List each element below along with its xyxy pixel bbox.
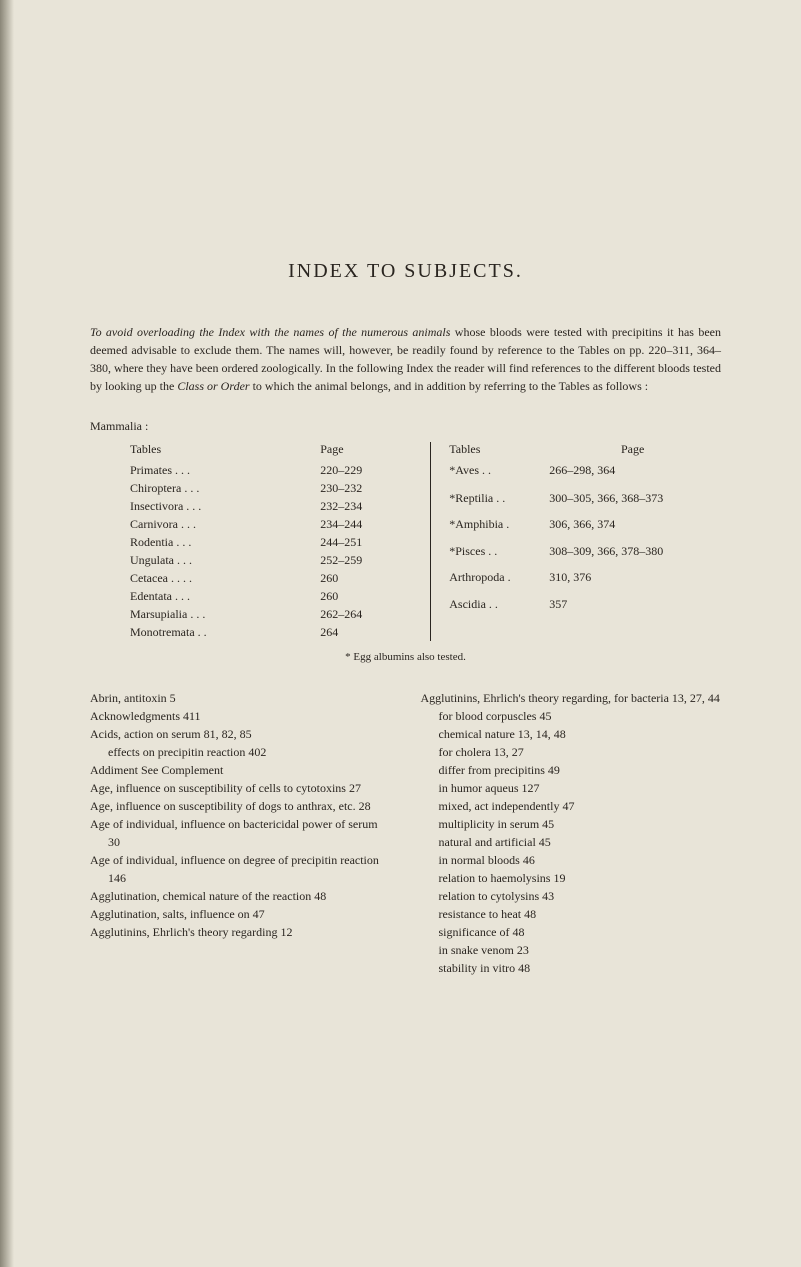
page-content: INDEX TO SUBJECTS. To avoid overloading …	[0, 0, 801, 1037]
index-entry: Age, influence on susceptibility of cell…	[90, 779, 391, 797]
index-entry: stability in vitro 48	[421, 959, 722, 977]
table-row: *Pisces . .308–309, 366, 378–380	[449, 538, 721, 564]
table-row: Carnivora . . .234–244	[130, 515, 420, 533]
row-page: 220–229	[320, 461, 420, 479]
index-column-left: Abrin, antitoxin 5Acknowledgments 411Aci…	[90, 689, 391, 977]
row-page: 262–264	[320, 605, 420, 623]
index-entry: Acids, action on serum 81, 82, 85	[90, 725, 391, 743]
left-table: Tables Page Primates . . .220–229Chiropt…	[90, 442, 420, 641]
index-entry: Agglutinins, Ehrlich's theory regarding …	[90, 923, 391, 941]
right-table-body: *Aves . .266–298, 364*Reptilia . .300–30…	[449, 461, 721, 617]
index-columns: Abrin, antitoxin 5Acknowledgments 411Aci…	[90, 689, 721, 977]
row-page: 230–232	[320, 479, 420, 497]
right-header-tables: Tables	[449, 442, 621, 457]
table-row: Insectivora . . .232–234	[130, 497, 420, 515]
row-page: 252–259	[320, 551, 420, 569]
row-label: Marsupialia . . .	[130, 605, 320, 623]
index-entry: Age, influence on susceptibility of dogs…	[90, 797, 391, 815]
table-row: Marsupialia . . .262–264	[130, 605, 420, 623]
index-entry: relation to haemolysins 19	[421, 869, 722, 887]
index-entry: mixed, act independently 47	[421, 797, 722, 815]
row-label: *Amphibia .	[449, 511, 549, 537]
row-page: 260	[320, 587, 420, 605]
index-entry: natural and artificial 45	[421, 833, 722, 851]
mammalia-heading: Mammalia :	[90, 419, 721, 434]
row-page: 310, 376	[549, 564, 721, 590]
right-table-header: Tables Page	[449, 442, 721, 457]
table-row: Arthropoda .310, 376	[449, 564, 721, 590]
table-row: *Reptilia . .300–305, 366, 368–373	[449, 485, 721, 511]
index-entry: Acknowledgments 411	[90, 707, 391, 725]
table-row: Chiroptera . . .230–232	[130, 479, 420, 497]
intro-paragraph: To avoid overloading the Index with the …	[90, 323, 721, 395]
table-row: Edentata . . .260	[130, 587, 420, 605]
row-page: 244–251	[320, 533, 420, 551]
row-page: 266–298, 364	[549, 461, 721, 479]
intro-italic-1: To avoid overloading the Index with the …	[90, 325, 450, 339]
index-entry: chemical nature 13, 14, 48	[421, 725, 722, 743]
table-row: Primates . . .220–229	[130, 461, 420, 479]
page-binding-shadow	[0, 0, 14, 1267]
index-entry: for blood corpuscles 45	[421, 707, 722, 725]
row-label: Monotremata . .	[130, 623, 320, 641]
row-page: 260	[320, 569, 420, 587]
index-entry: relation to cytolysins 43	[421, 887, 722, 905]
row-page: 234–244	[320, 515, 420, 533]
table-row: Cetacea . . . .260	[130, 569, 420, 587]
table-row: Rodentia . . .244–251	[130, 533, 420, 551]
row-label: *Reptilia . .	[449, 485, 549, 511]
right-header-page: Page	[621, 442, 721, 457]
right-table: Tables Page *Aves . .266–298, 364*Reptil…	[430, 442, 721, 641]
index-entry: multiplicity in serum 45	[421, 815, 722, 833]
row-label: Edentata . . .	[130, 587, 320, 605]
left-header-tables: Tables	[130, 442, 320, 457]
row-page: 300–305, 366, 368–373	[549, 485, 721, 511]
left-header-page: Page	[320, 442, 420, 457]
intro-italic-2: Class or Order	[177, 379, 249, 393]
index-entry: in humor aqueus 127	[421, 779, 722, 797]
index-entry: effects on precipitin reaction 402	[90, 743, 391, 761]
index-entry: Age of individual, influence on degree o…	[90, 851, 391, 887]
row-label: *Aves . .	[449, 461, 549, 479]
row-label: Insectivora . . .	[130, 497, 320, 515]
table-row: *Amphibia .306, 366, 374	[449, 511, 721, 537]
table-row: Ungulata . . .252–259	[130, 551, 420, 569]
index-entry: differ from precipitins 49	[421, 761, 722, 779]
row-page: 232–234	[320, 497, 420, 515]
row-label: Chiroptera . . .	[130, 479, 320, 497]
index-entry: in normal bloods 46	[421, 851, 722, 869]
index-entry: Age of individual, influence on bacteric…	[90, 815, 391, 851]
index-entry: significance of 48	[421, 923, 722, 941]
row-page: 357	[549, 591, 721, 617]
intro-text-2: to which the animal belongs, and in addi…	[250, 379, 649, 393]
row-page: 264	[320, 623, 420, 641]
row-label: Ascidia . .	[449, 591, 549, 617]
row-label: Carnivora . . .	[130, 515, 320, 533]
left-table-body: Primates . . .220–229Chiroptera . . .230…	[130, 461, 420, 641]
index-entry: resistance to heat 48	[421, 905, 722, 923]
table-row: Monotremata . .264	[130, 623, 420, 641]
index-entry: Abrin, antitoxin 5	[90, 689, 391, 707]
left-table-header: Tables Page	[130, 442, 420, 457]
row-label: *Pisces . .	[449, 538, 549, 564]
row-label: Primates . . .	[130, 461, 320, 479]
row-page: 306, 366, 374	[549, 511, 721, 537]
row-label: Arthropoda .	[449, 564, 549, 590]
page-title: INDEX TO SUBJECTS.	[90, 260, 721, 283]
row-label: Rodentia . . .	[130, 533, 320, 551]
index-entry: Agglutination, salts, influence on 47	[90, 905, 391, 923]
tables-container: Tables Page Primates . . .220–229Chiropt…	[90, 442, 721, 641]
table-row: *Aves . .266–298, 364	[449, 461, 721, 479]
row-label: Ungulata . . .	[130, 551, 320, 569]
row-label: Cetacea . . . .	[130, 569, 320, 587]
index-entry: Agglutinins, Ehrlich's theory regarding,…	[421, 689, 722, 707]
footnote: * Egg albumins also tested.	[90, 651, 721, 663]
table-row: Ascidia . .357	[449, 591, 721, 617]
row-page: 308–309, 366, 378–380	[549, 538, 721, 564]
index-entry: for cholera 13, 27	[421, 743, 722, 761]
index-column-right: Agglutinins, Ehrlich's theory regarding,…	[421, 689, 722, 977]
index-entry: in snake venom 23	[421, 941, 722, 959]
index-entry: Addiment See Complement	[90, 761, 391, 779]
index-entry: Agglutination, chemical nature of the re…	[90, 887, 391, 905]
